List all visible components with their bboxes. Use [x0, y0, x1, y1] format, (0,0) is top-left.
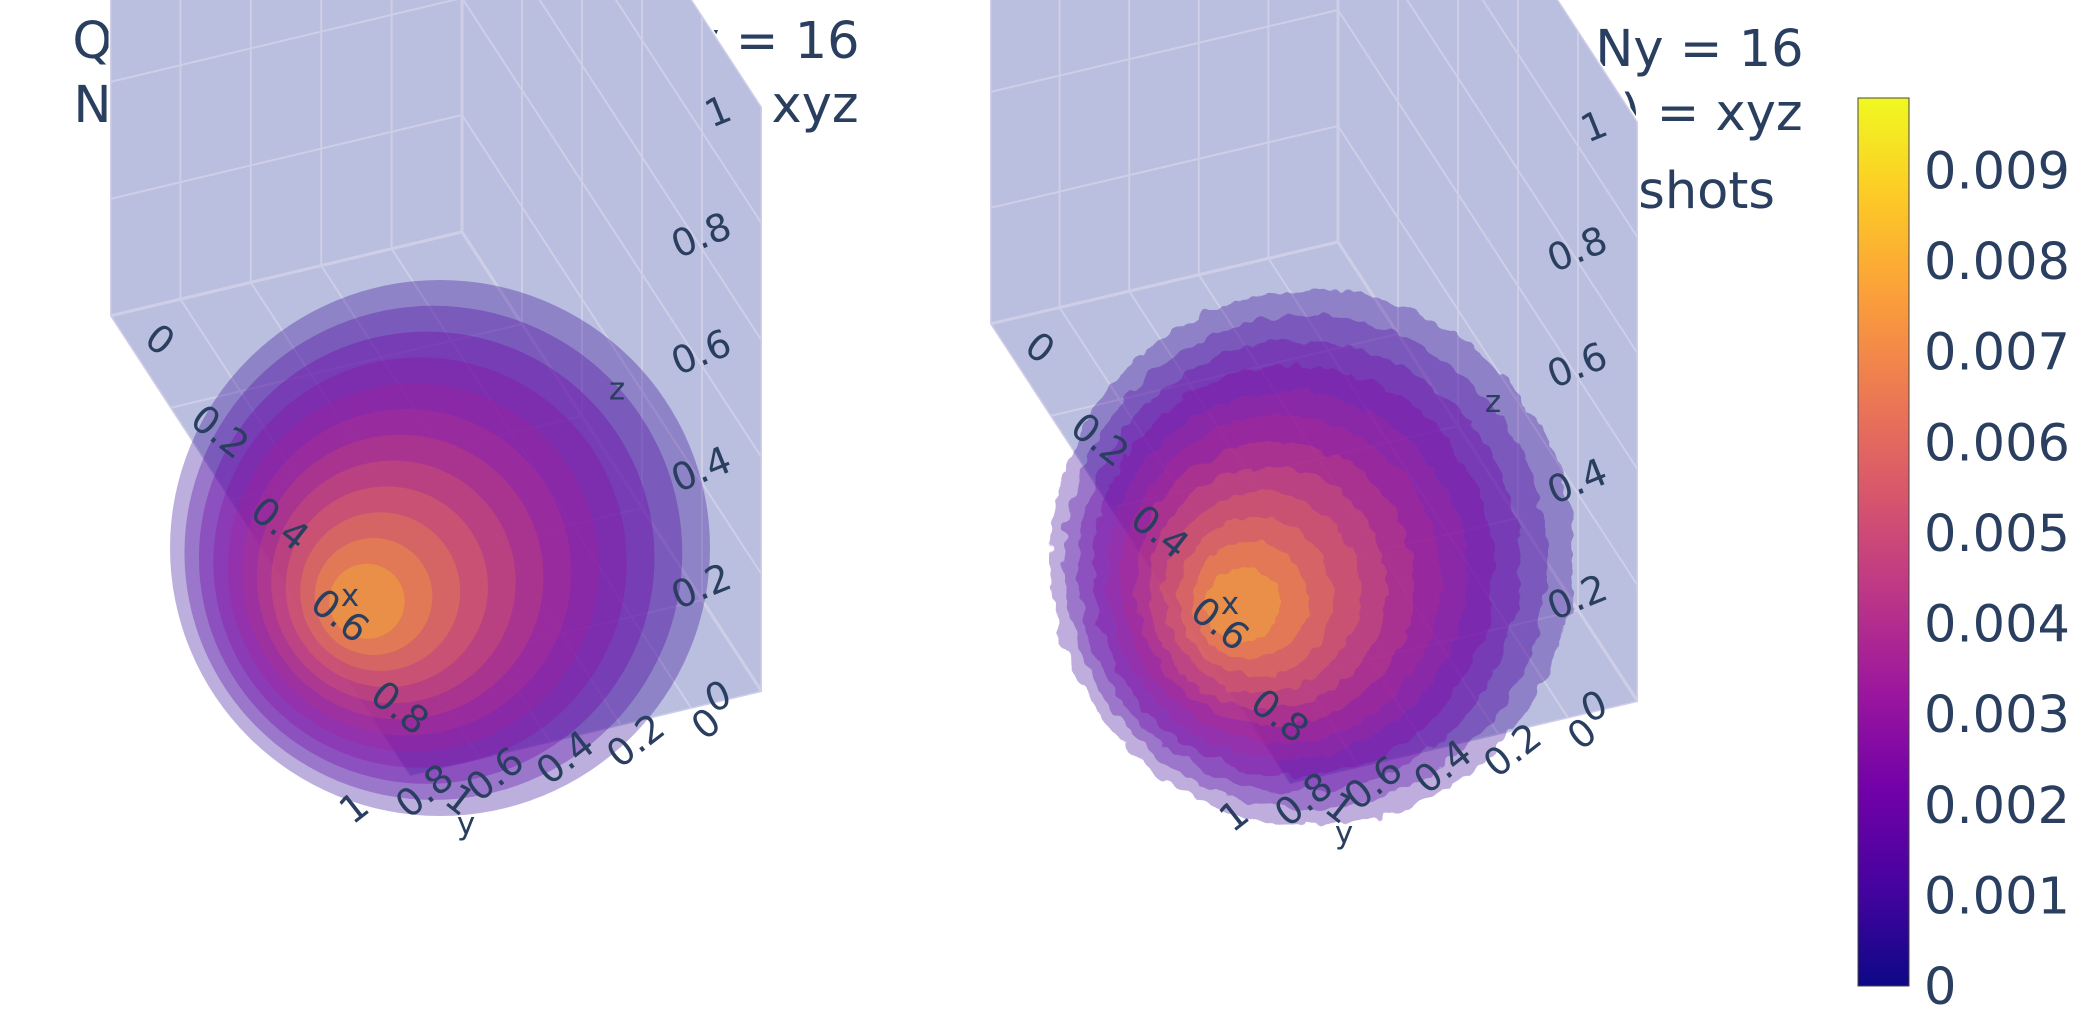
grid-line	[1405, 0, 1639, 355]
isosurface-level	[271, 460, 516, 704]
volume-hull	[110, 0, 762, 776]
colorbar: 0 0.001 0.002 0.003 0.004 0.005 0.006 0.007 0.00…	[1857, 97, 2070, 1017]
grid-line	[179, 298, 482, 760]
isosurface-level	[170, 280, 710, 816]
colorbar-tick-label: 0.008	[1924, 233, 2070, 292]
isosurface-level	[184, 305, 683, 800]
colorbar-tick-label: 0.003	[1924, 686, 2070, 745]
isosurface-level	[256, 434, 544, 720]
grid-line	[462, 0, 763, 459]
isosurface-level	[227, 383, 599, 752]
floor-plane	[107, 230, 765, 778]
colorbar-tick-label: 0.005	[1924, 505, 2070, 564]
grid-line	[1481, 0, 1639, 239]
colorbar-tick-label: 0.007	[1924, 324, 2070, 383]
scene-classical[interactable]: 00.20.40.60.8100.20.40.60.8100.20.40.60.…	[107, 0, 765, 842]
grid-line	[614, 0, 763, 225]
grid-line	[249, 281, 552, 743]
grid-line	[289, 507, 643, 593]
colorbar-tick-label: 0.001	[1924, 867, 2070, 926]
grid-line	[1337, 9, 1639, 471]
z-axis-label: z	[1485, 384, 1501, 420]
grid-line	[229, 415, 583, 501]
colorbar-tick-label: 0	[1924, 958, 1956, 1017]
scene-aersim[interactable]: 00.20.40.60.8100.20.40.60.8100.20.40.60.…	[987, 0, 1641, 851]
grid-line	[989, 125, 1339, 209]
isosurface-level	[300, 512, 461, 672]
isosurface-level	[242, 409, 572, 736]
isosurface-level	[198, 331, 655, 784]
grid-line	[1337, 125, 1639, 587]
grid-line	[109, 0, 458, 83]
isosurface-level	[213, 357, 627, 768]
grid-line	[169, 323, 523, 409]
grid-line	[390, 248, 693, 710]
z-axis-label: z	[609, 372, 625, 408]
isosurface-level	[285, 486, 488, 688]
isosurface-level	[329, 563, 405, 639]
x-axis-label: x	[1221, 586, 1239, 622]
colorbar-tick-label: 0.002	[1924, 777, 2070, 836]
x-axis-label: x	[341, 578, 359, 614]
y-axis-label: y	[1335, 815, 1353, 851]
y-axis-label: y	[457, 806, 475, 842]
grid-line	[461, 114, 763, 576]
grid-line	[989, 9, 1339, 93]
grid-line	[538, 0, 763, 342]
colorbar-tick-label: 0.009	[1924, 142, 2070, 201]
grid-line	[349, 599, 703, 685]
colorbar-tick-label: 0.006	[1924, 414, 2070, 473]
isosurface-level	[314, 538, 433, 655]
colorbar-gradient	[1857, 97, 1910, 987]
isosurface-group	[170, 280, 710, 816]
grid-line	[320, 265, 623, 727]
grid-line	[109, 114, 463, 200]
colorbar-tick-label: 0.004	[1924, 596, 2070, 655]
isosurface-group	[1050, 290, 1574, 826]
isosurface-level	[1206, 567, 1280, 643]
